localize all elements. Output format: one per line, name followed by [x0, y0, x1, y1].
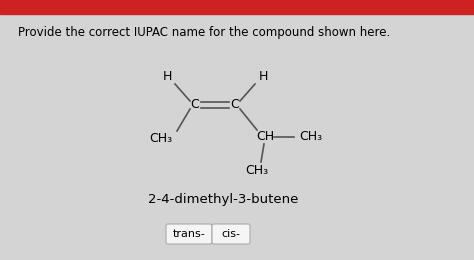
Text: H: H	[258, 70, 268, 83]
FancyBboxPatch shape	[166, 224, 212, 244]
Text: CH₃: CH₃	[246, 164, 269, 177]
Text: C: C	[231, 99, 239, 112]
Text: C: C	[191, 99, 200, 112]
Text: cis-: cis-	[221, 229, 240, 239]
Text: 2-4-dimethyl-3-butene: 2-4-dimethyl-3-butene	[148, 193, 298, 206]
Text: H: H	[162, 70, 172, 83]
Text: CH₃: CH₃	[300, 131, 323, 144]
Text: CH: CH	[256, 131, 274, 144]
FancyBboxPatch shape	[212, 224, 250, 244]
Text: trans-: trans-	[173, 229, 205, 239]
Text: Provide the correct IUPAC name for the compound shown here.: Provide the correct IUPAC name for the c…	[18, 26, 390, 39]
Bar	[0, 0, 474, 14]
Text: CH₃: CH₃	[149, 133, 173, 146]
